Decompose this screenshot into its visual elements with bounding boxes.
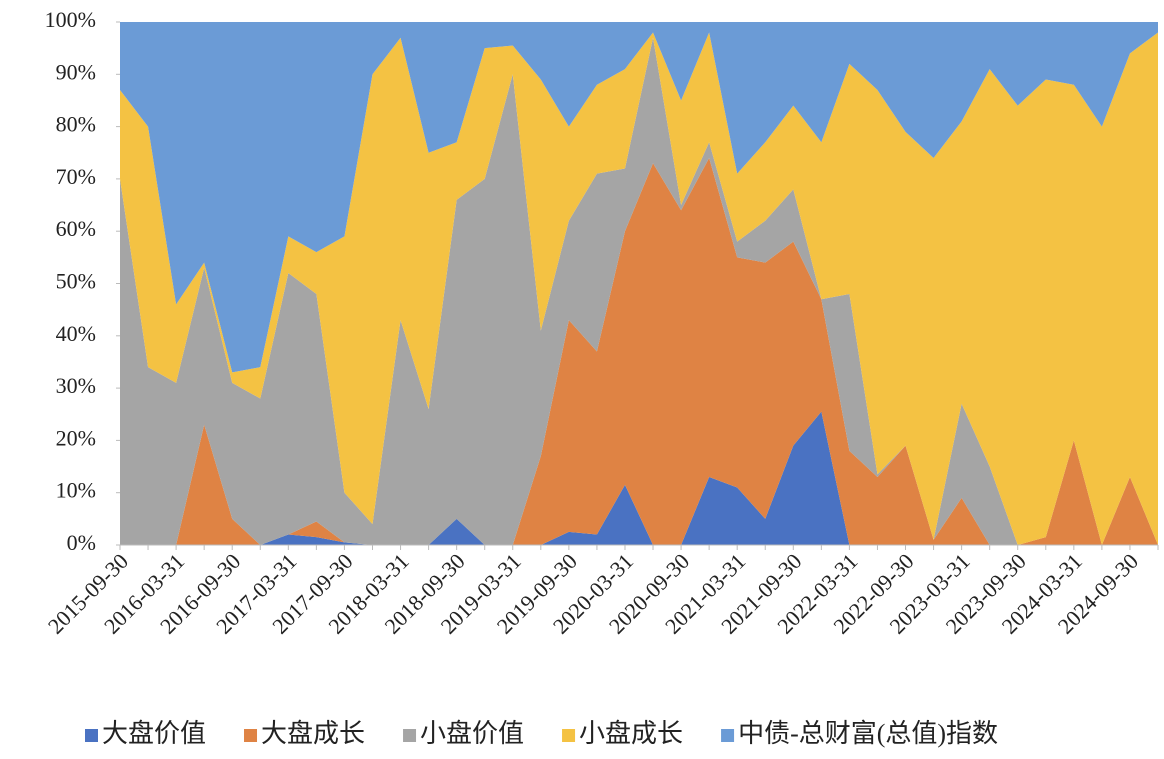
- legend-swatch: [244, 729, 258, 742]
- legend-label: 大盘成长: [261, 719, 365, 748]
- y-tick-label: 20%: [56, 425, 96, 450]
- legend-label: 中债-总财富(总值)指数: [738, 719, 998, 748]
- y-tick-label: 90%: [56, 59, 96, 84]
- legend-swatch: [721, 729, 735, 742]
- area: [120, 32, 1158, 545]
- area: [120, 22, 1158, 373]
- legend-swatch: [85, 729, 98, 742]
- y-tick-label: 40%: [56, 321, 96, 346]
- y-tick-label: 80%: [56, 112, 96, 137]
- y-tick-label: 50%: [56, 269, 96, 294]
- area: [120, 157, 1158, 546]
- y-tick-label: 10%: [56, 478, 96, 503]
- legend-label: 小盘价值: [420, 719, 524, 748]
- y-tick-label: 60%: [56, 216, 96, 241]
- y-tick-label: 0%: [67, 530, 96, 555]
- legend: 大盘价值 大盘成长 小盘价值 小盘成长 中债-总财富(总值)指数: [85, 719, 998, 748]
- legend-swatch: [403, 729, 417, 742]
- legend-label: 大盘价值: [102, 719, 206, 748]
- y-tick-label: 30%: [56, 373, 96, 398]
- area: [120, 37, 1158, 545]
- y-tick-label: 70%: [56, 164, 96, 189]
- legend-swatch: [562, 729, 576, 742]
- y-tick-label: 100%: [45, 7, 96, 32]
- area: [120, 411, 1158, 545]
- legend-label: 小盘成长: [579, 719, 683, 748]
